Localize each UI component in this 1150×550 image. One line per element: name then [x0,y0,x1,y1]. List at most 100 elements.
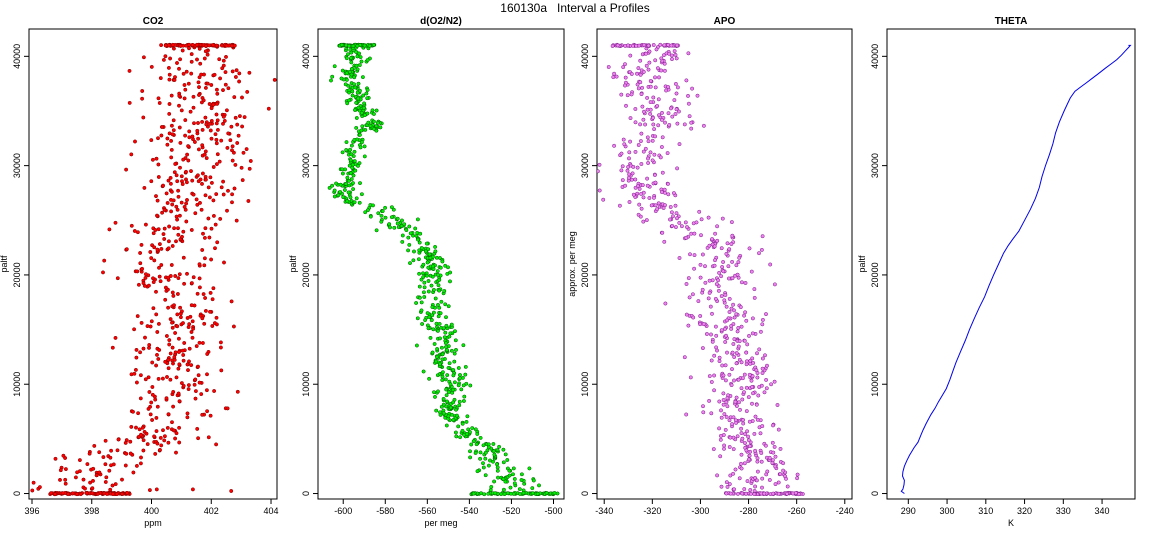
scatter-point [648,111,653,116]
scatter-point [221,179,226,184]
scatter-point [102,258,107,263]
scatter-point [756,393,761,398]
scatter-point [359,110,364,115]
scatter-point [465,432,469,436]
scatter-point [101,455,106,460]
scatter-point [659,56,664,61]
scatter-point [776,427,781,432]
data-layer [30,42,277,497]
scatter-point [214,192,219,197]
scatter-point [753,448,758,453]
scatter-point [727,247,732,252]
scatter-point [625,93,630,98]
scatter-point [763,353,767,358]
scatter-point [181,358,186,363]
scatter-point [732,315,737,320]
scatter-point [741,418,746,422]
y-tick-label: 0 [580,491,590,496]
scatter-point [699,217,704,222]
scatter-point [440,374,445,379]
scatter-point [246,199,251,203]
scatter-point [351,181,355,186]
scatter-point [447,334,452,339]
scatter-point [156,357,161,361]
scatter-point [741,421,746,426]
scatter-point [186,325,191,330]
scatter-point [423,318,428,323]
scatter-point [645,176,650,181]
scatter-point [222,118,227,123]
x-axis: -340 -320 -300 -280 -260 -240 [595,499,854,516]
scatter-point [743,441,747,446]
scatter-point [439,345,444,350]
scatter-point [245,89,250,94]
scatter-point [491,449,496,454]
scatter-point [755,375,760,380]
scatter-point [736,377,741,382]
scatter-point [222,260,226,265]
scatter-point [416,237,420,242]
scatter-point [155,198,160,203]
scatter-point [150,157,155,162]
scatter-point [735,329,740,334]
scatter-point [191,192,196,197]
scatter-point [407,224,412,229]
scatter-point [348,195,353,200]
scatter-point [423,249,428,254]
scatter-point [395,221,400,226]
scatter-point [228,138,233,143]
scatter-point [647,49,652,54]
scatter-point [344,181,349,186]
scatter-point [440,378,445,383]
scatter-point [187,346,192,351]
scatter-point [444,423,449,428]
scatter-point [383,205,388,210]
scatter-point [154,487,159,492]
scatter-point [725,396,730,401]
scatter-point [349,67,354,72]
scatter-point [453,430,458,435]
scatter-point [637,186,642,191]
scatter-point [481,461,485,466]
scatter-point [675,166,680,171]
scatter-point [195,128,200,133]
scatter-point [626,43,631,48]
scatter-point [730,233,735,238]
scatter-point [701,404,705,409]
scatter-point [629,92,634,97]
scatter-point [495,448,500,453]
scatter-point [230,158,235,163]
scatter-point [141,438,146,443]
scatter-point [429,283,434,288]
scatter-point [727,482,732,487]
scatter-point [168,181,173,186]
scatter-point [727,418,732,423]
scatter-point [358,181,362,186]
scatter-point [133,139,137,144]
scatter-point [202,256,207,261]
scatter-point [431,264,435,269]
scatter-point [172,170,177,175]
scatter-point [686,101,691,106]
scatter-point [473,427,478,432]
scatter-point [170,420,174,425]
scatter-point [501,447,506,452]
scatter-point [677,142,682,147]
scatter-point [356,163,360,168]
scatter-point [656,201,661,206]
scatter-point [636,86,641,91]
scatter-point [167,72,172,77]
scatter-point [212,389,217,393]
scatter-point [221,63,226,68]
scatter-point [749,269,754,274]
scatter-point [366,120,371,125]
scatter-point [433,249,438,254]
scatter-point [633,120,638,125]
scatter-point [505,458,510,462]
x-tick-label: -540 [460,506,478,516]
scatter-point [181,229,186,234]
scatter-point [184,180,189,185]
scatter-point [175,61,179,65]
scatter-point [340,167,345,172]
